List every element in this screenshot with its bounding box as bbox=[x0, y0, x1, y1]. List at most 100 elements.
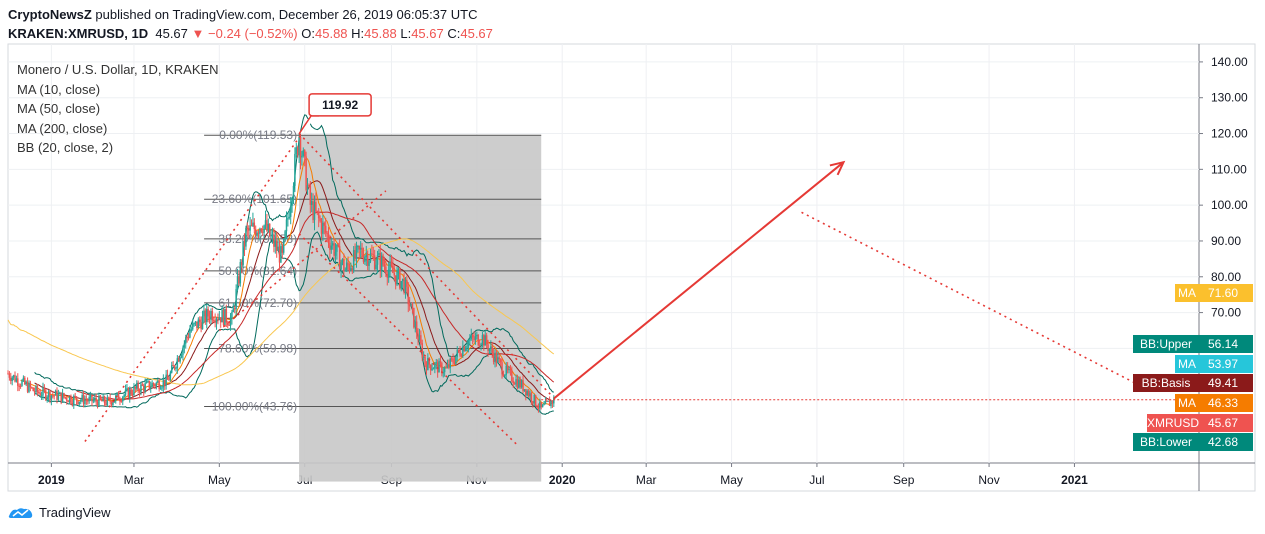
candle-body bbox=[233, 308, 236, 310]
candle-body bbox=[271, 234, 274, 236]
candle-body bbox=[522, 380, 524, 391]
candle-body bbox=[340, 262, 342, 270]
candle-body bbox=[98, 395, 100, 407]
candle-body bbox=[487, 344, 489, 351]
candle-body bbox=[425, 364, 428, 371]
candle-body bbox=[175, 368, 177, 370]
candle-body bbox=[75, 396, 78, 401]
candle-body bbox=[469, 339, 471, 341]
candle-body bbox=[38, 391, 40, 393]
price-tag-name: MA bbox=[1178, 357, 1196, 371]
candle-body bbox=[249, 225, 251, 231]
bb-lower-line bbox=[34, 231, 554, 415]
legend-ma10[interactable]: MA (10, close) bbox=[17, 81, 101, 97]
candle-body bbox=[322, 222, 324, 234]
candle-body bbox=[40, 395, 43, 397]
candle-body bbox=[158, 381, 160, 390]
ascending-channel-line bbox=[84, 133, 303, 442]
candle-body bbox=[218, 317, 221, 320]
candle-body bbox=[553, 397, 555, 404]
candle-body bbox=[166, 374, 169, 380]
candle-body bbox=[179, 357, 181, 362]
candle-body bbox=[379, 253, 382, 271]
candle-body bbox=[116, 393, 118, 396]
candle-body bbox=[427, 358, 429, 371]
candle-body bbox=[259, 228, 261, 234]
candle-body bbox=[280, 245, 282, 263]
y-tick-label: 90.00 bbox=[1211, 234, 1241, 248]
candle-body bbox=[474, 336, 477, 341]
price-tag: BB:Lower 42.68 bbox=[1133, 433, 1253, 451]
candle-body bbox=[229, 318, 232, 326]
candle-body bbox=[11, 377, 13, 381]
candle-body bbox=[382, 255, 384, 265]
candle-body bbox=[126, 388, 128, 390]
candle-body bbox=[442, 372, 445, 374]
candle-body bbox=[277, 246, 279, 251]
candle-body bbox=[162, 379, 165, 388]
candle-body bbox=[323, 222, 326, 226]
x-tick-label: Jul bbox=[809, 473, 824, 487]
candle-body bbox=[536, 405, 538, 408]
candle-body bbox=[78, 401, 81, 405]
candle-body bbox=[215, 318, 218, 323]
tradingview-logo-icon bbox=[8, 507, 33, 518]
legend-bb[interactable]: BB (20, close, 2) bbox=[17, 140, 114, 155]
candle-body bbox=[492, 352, 495, 362]
candle-body bbox=[397, 269, 400, 272]
candle-body bbox=[460, 355, 463, 357]
x-tick-label: Mar bbox=[636, 473, 657, 487]
candle-body bbox=[208, 316, 211, 320]
candle-body bbox=[275, 240, 278, 251]
low-value: 45.67 bbox=[411, 26, 444, 41]
candle-body bbox=[21, 380, 23, 386]
candle-body bbox=[87, 400, 89, 402]
candle-body bbox=[453, 362, 456, 364]
candle-body bbox=[217, 318, 219, 320]
tradingview-footer[interactable]: TradingView bbox=[8, 505, 111, 520]
candle-body bbox=[112, 402, 114, 405]
candle-body bbox=[296, 147, 299, 156]
candle-body bbox=[386, 273, 389, 278]
candle-body bbox=[365, 254, 368, 258]
candle-body bbox=[541, 404, 544, 408]
candle-body bbox=[345, 262, 348, 270]
candle-body bbox=[471, 335, 474, 338]
candle-body bbox=[378, 253, 380, 256]
candle-body bbox=[407, 286, 410, 305]
candle-body bbox=[228, 324, 230, 326]
candle-body bbox=[313, 202, 316, 221]
candle-body bbox=[150, 386, 152, 389]
candle-body bbox=[361, 247, 363, 256]
candle-body bbox=[316, 210, 319, 212]
legend-ma50[interactable]: MA (50, close) bbox=[17, 101, 101, 116]
candle-body bbox=[357, 245, 359, 247]
symbol-name: KRAKEN:XMRUSD, 1D bbox=[8, 26, 149, 41]
candle-body bbox=[117, 393, 120, 401]
candle-body bbox=[439, 360, 442, 364]
candle-body bbox=[446, 364, 449, 368]
price-tag-value: 71.60 bbox=[1208, 286, 1239, 300]
publisher-name[interactable]: CryptoNewsZ bbox=[8, 7, 92, 22]
candle-body bbox=[334, 251, 337, 256]
candle-body bbox=[176, 358, 179, 369]
candle-body bbox=[205, 309, 208, 323]
candle-body bbox=[49, 391, 51, 401]
candle-body bbox=[529, 393, 531, 397]
legend-ma200[interactable]: MA (200, close) bbox=[17, 120, 108, 136]
candle-body bbox=[505, 365, 507, 375]
candle-body bbox=[85, 399, 88, 401]
candle-body bbox=[172, 365, 174, 367]
candle-body bbox=[344, 269, 347, 272]
candle-body bbox=[136, 383, 138, 389]
price-tag-name: BB:Lower bbox=[1139, 435, 1193, 449]
candle-body bbox=[408, 304, 411, 307]
candle-body bbox=[221, 310, 223, 323]
candle-body bbox=[70, 396, 72, 404]
candle-body bbox=[368, 261, 370, 266]
candle-body bbox=[193, 323, 195, 325]
candle-body bbox=[191, 323, 194, 330]
candle-body bbox=[263, 225, 265, 233]
candle-body bbox=[295, 147, 298, 154]
